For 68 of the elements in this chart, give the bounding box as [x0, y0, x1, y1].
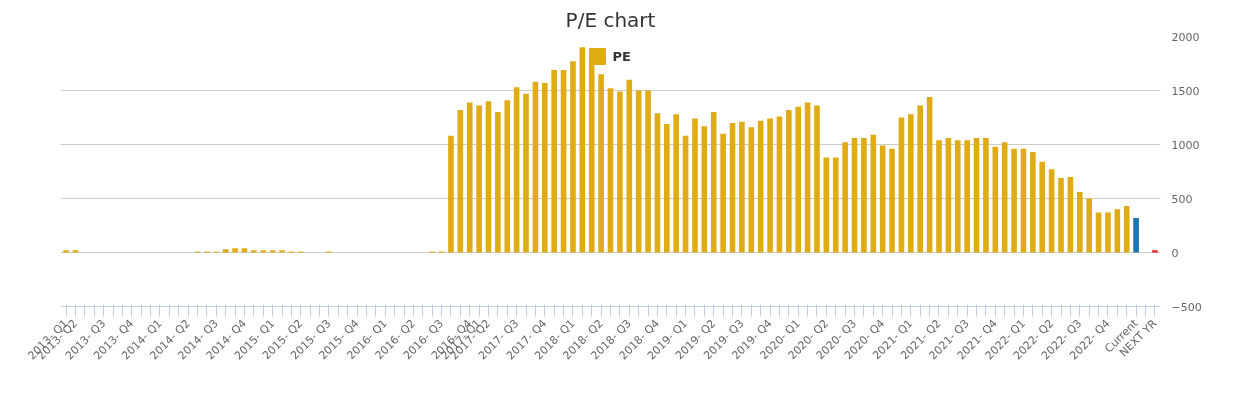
bar: [495, 112, 501, 253]
bar: [476, 105, 482, 253]
bar: [570, 61, 576, 253]
bar: [832, 157, 839, 253]
bar: [626, 79, 633, 253]
bar: [232, 248, 238, 253]
bar: [1152, 250, 1158, 253]
y-tick-label: 500: [1171, 192, 1193, 206]
bar: [63, 250, 69, 253]
bar: [917, 105, 924, 253]
bar: [1058, 177, 1064, 253]
bar: [795, 106, 802, 253]
bar: [279, 250, 285, 253]
bar: [954, 140, 961, 253]
bar: [551, 69, 557, 253]
bar: [241, 248, 248, 253]
y-tick-label: 0: [1171, 246, 1179, 260]
bar: [823, 157, 830, 253]
chart-title: P/E chart: [565, 7, 656, 32]
bar: [692, 118, 698, 253]
y-tick-label: 1500: [1171, 84, 1200, 98]
bar: [222, 249, 229, 253]
bar: [710, 112, 717, 253]
bar: [739, 121, 745, 253]
bar: [748, 127, 755, 253]
bar: [1011, 148, 1017, 253]
bar: [541, 82, 548, 253]
bar: [260, 250, 267, 253]
bar: [269, 250, 276, 253]
bar: [1039, 161, 1046, 253]
bar: [842, 142, 848, 253]
bar: [983, 138, 989, 253]
bar: [992, 146, 999, 253]
bar: [889, 148, 895, 253]
bar: [964, 140, 970, 253]
bar: [1133, 217, 1139, 253]
bar: [1001, 142, 1008, 253]
bar: [870, 134, 877, 253]
y-tick-label: 2000: [1171, 30, 1200, 44]
legend-label: PE: [612, 48, 632, 64]
bar: [504, 100, 511, 253]
bar: [814, 105, 820, 253]
bar: [767, 118, 773, 253]
bar: [936, 140, 942, 253]
bar: [448, 135, 454, 253]
bar: [1048, 169, 1055, 253]
bar: [673, 114, 680, 253]
y-tick-label: −500: [1171, 300, 1202, 314]
bar: [720, 133, 726, 253]
bar: [466, 102, 473, 253]
bar: [1114, 209, 1121, 253]
y-tick-label: 1000: [1171, 138, 1200, 152]
bar: [664, 123, 670, 253]
bar: [1086, 198, 1092, 253]
bar: [617, 91, 623, 253]
bar: [1076, 192, 1083, 253]
bar: [786, 109, 792, 253]
bar: [1123, 206, 1130, 253]
bar: [523, 93, 529, 253]
bar: [879, 145, 886, 253]
bar: [1030, 152, 1036, 253]
bar: [645, 90, 651, 253]
bar: [861, 138, 867, 253]
bar: [251, 250, 257, 253]
bar: [72, 250, 79, 253]
bar: [598, 74, 604, 253]
bar: [1105, 212, 1111, 253]
bar: [908, 114, 914, 253]
